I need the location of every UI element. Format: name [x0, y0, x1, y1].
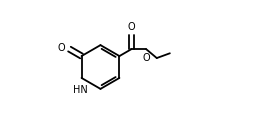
Text: O: O [128, 22, 135, 32]
Text: HN: HN [73, 85, 88, 95]
Text: O: O [143, 53, 151, 63]
Text: O: O [58, 43, 66, 53]
